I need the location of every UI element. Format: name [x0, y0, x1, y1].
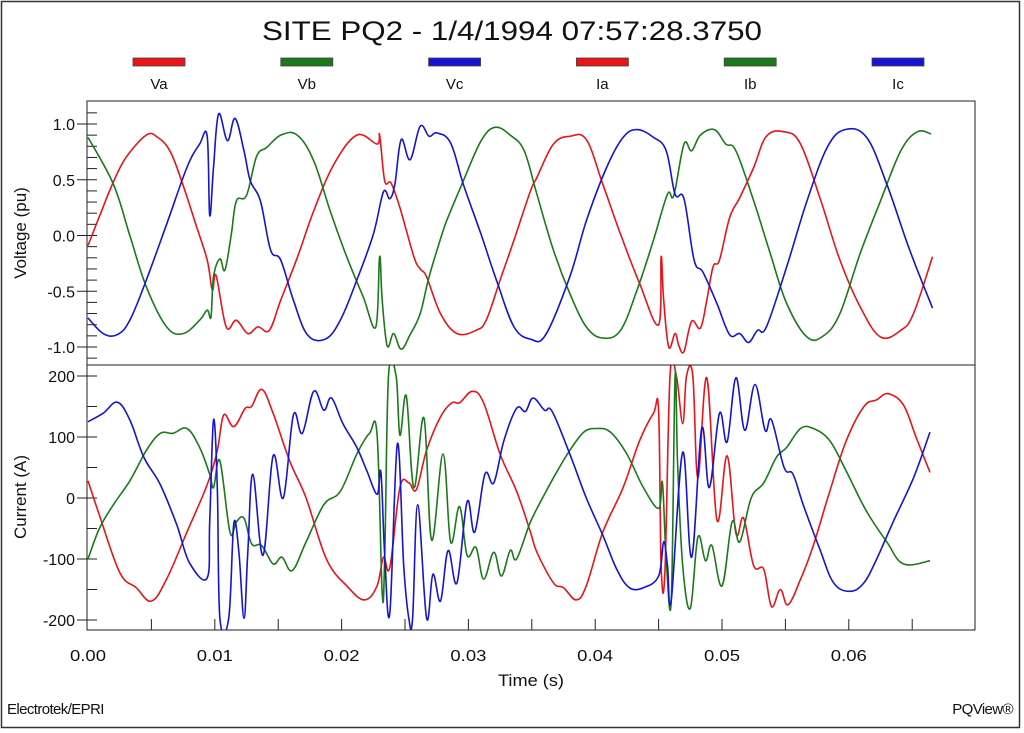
- legend-swatch: [132, 57, 186, 67]
- current-series-ia: [87, 365, 931, 608]
- legend-swatch: [280, 57, 334, 67]
- legend-swatch: [428, 57, 482, 67]
- time-tick-label: 0.02: [324, 648, 360, 665]
- current-series: [87, 365, 931, 630]
- legend-label: Vc: [446, 76, 464, 93]
- legend-swatch: [576, 57, 629, 67]
- voltage-series-vb: [87, 126, 932, 350]
- current-plot-area: [86, 364, 976, 631]
- legend-item-vc: Vc: [428, 57, 482, 93]
- legend-label: Ic: [892, 76, 904, 93]
- current-series-ic: [87, 376, 931, 630]
- legend-swatch: [871, 57, 925, 67]
- time-tick-label: 0.04: [577, 648, 613, 665]
- legend-item-ib: Ib: [723, 57, 777, 93]
- current-tick-label: 200: [48, 369, 75, 386]
- current-tick-label: -100: [43, 552, 75, 569]
- legend-item-ia: Ia: [576, 57, 629, 93]
- current-series-ib: [87, 365, 931, 611]
- legend-swatch: [723, 57, 777, 67]
- legend-item-va: Va: [132, 57, 186, 93]
- footer-product: PQView®: [952, 701, 1013, 718]
- current-axis-title: Current (A): [11, 455, 30, 539]
- voltage-tick-label: 0.0: [53, 229, 75, 246]
- legend-label: Vb: [298, 76, 316, 93]
- voltage-tick-label: -1.0: [47, 340, 75, 357]
- axis-ticks: 1.0 0.5 0.0 -0.5 -1.0 200 100 0 -100 -200 0.00 0.01…: [43, 112, 913, 665]
- legend-label: Ib: [744, 76, 757, 93]
- voltage-tick-label: -0.5: [47, 284, 75, 301]
- legend-item-ic: Ic: [871, 57, 925, 93]
- time-tick-label: 0.06: [831, 648, 867, 665]
- time-tick-label: 0.05: [704, 648, 740, 665]
- current-tick-label: 0: [66, 491, 75, 508]
- x-axis-title: Time (s): [498, 671, 564, 690]
- voltage-series-va: [87, 130, 934, 354]
- voltage-series-vc: [87, 112, 934, 344]
- voltage-tick-label: 0.5: [53, 173, 75, 190]
- legend-item-vb: Vb: [280, 57, 334, 93]
- legend-label: Ia: [596, 76, 609, 93]
- time-tick-label: 0.00: [70, 648, 106, 665]
- voltage-series: [87, 112, 934, 354]
- chart-title: SITE PQ2 - 1/4/1994 07:57:28.3750: [262, 16, 762, 46]
- voltage-tick-label: 1.0: [53, 117, 75, 134]
- footer-credit: Electrotek/EPRI: [7, 701, 104, 718]
- current-tick-label: -200: [43, 613, 75, 630]
- time-tick-label: 0.01: [197, 648, 233, 665]
- time-tick-label: 0.03: [450, 648, 486, 665]
- legend: Va Vb Vc Ia Ib Ic: [132, 57, 925, 93]
- voltage-axis-title: Voltage (pu): [11, 187, 30, 279]
- current-tick-label: 100: [48, 430, 75, 447]
- legend-label: Va: [150, 76, 168, 93]
